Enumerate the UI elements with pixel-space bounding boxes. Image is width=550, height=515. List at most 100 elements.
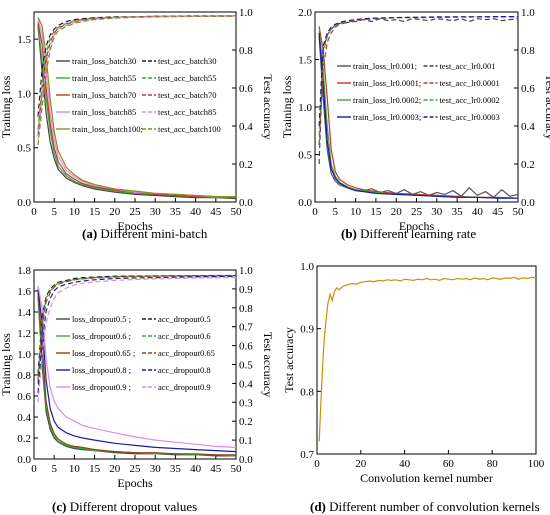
caption-letter: (b): [341, 226, 357, 241]
legend-entry: test_acc_lr0.0003: [440, 112, 500, 122]
x-tick-label: 20: [355, 458, 367, 470]
plot-frame: [316, 265, 537, 455]
y-tick-label: 0.8: [300, 386, 314, 398]
series-line-loss-dropout0-5: [37, 296, 236, 457]
y-axis-label: Training loss: [0, 333, 13, 396]
x-tick-label: 35: [170, 463, 182, 475]
series-line-train-loss-lr0-0001: [318, 26, 519, 199]
x-axis-label: Epochs: [117, 219, 153, 233]
y-tick-label: 1.0: [17, 88, 31, 100]
legend-entry: loss_dropout0.5 ;: [72, 314, 131, 324]
caption-text: Different dropout values: [69, 499, 198, 514]
x-tick-label: 0: [312, 206, 318, 218]
y-tick-label: 0.4: [17, 412, 31, 424]
legend-entry: loss_dropout0.65 ;: [72, 348, 135, 358]
legend-entry: acc_dropout0.9: [158, 382, 211, 392]
y2-tick-label: 0.1: [239, 435, 253, 447]
legend-entry: train_loss_batch100;: [72, 124, 143, 134]
series-line-train-loss-batch70: [37, 21, 237, 199]
y2-tick-label: 1.0: [239, 7, 253, 19]
series-line-train-loss-lr0-0003: [318, 32, 518, 199]
x-tick-label: 20: [391, 206, 403, 218]
y-tick-label: 0.2: [17, 433, 31, 445]
legend-entry: train_loss_lr0.001;: [353, 61, 417, 71]
series-line-series-0: [318, 276, 537, 442]
y2-tick-label: 0.8: [239, 45, 253, 57]
y2-tick-label: 0.2: [239, 159, 253, 171]
x-tick-label: 50: [513, 206, 525, 218]
x-tick-label: 10: [69, 463, 81, 475]
caption-letter: (d): [310, 499, 326, 514]
y2-tick-label: 0.9: [239, 284, 253, 296]
series-line-acc-dropout0-8: [37, 275, 237, 393]
y2-tick-label: 0.0: [239, 197, 253, 209]
y-tick-label: 0.6: [17, 391, 31, 403]
caption-text: Different number of convolution kernels: [329, 499, 540, 514]
series-line-acc-dropout0-65: [37, 275, 237, 384]
x-tick-label: 45: [210, 463, 222, 475]
x-tick-label: 40: [190, 206, 202, 218]
y2-tick-label: 0.2: [239, 416, 253, 428]
legend-entry: acc_dropout0.65: [158, 348, 215, 358]
y2-tick-label: 0.2: [521, 159, 535, 171]
x-tick-label: 45: [492, 206, 504, 218]
series-line-acc-dropout0-9: [37, 277, 237, 403]
x-tick-label: 5: [51, 206, 57, 218]
x-tick-label: 0: [314, 458, 320, 470]
legend-entry: acc_dropout0.6: [158, 331, 211, 341]
x-tick-label: 35: [170, 206, 182, 218]
legend-entry: test_acc_lr0.001: [440, 61, 496, 71]
legend-entry: train_loss_lr0.0003;: [353, 112, 421, 122]
chart-panel-c: 0 5 10 15 20 25 30 35 40 45 500.00.20.40.60.81.01.…: [0, 265, 275, 490]
y2-tick-label: 0.4: [521, 121, 535, 133]
y-tick-label: 1.4: [17, 307, 31, 319]
x-tick-label: 20: [109, 206, 121, 218]
legend-entry: test_acc_batch100: [158, 124, 221, 134]
x-tick-label: 60: [443, 458, 455, 470]
x-tick-label: 25: [411, 206, 423, 218]
y2-axis-label: Test accuracy: [261, 74, 275, 139]
series-line-loss-dropout0-65: [37, 290, 236, 456]
x-tick-label: 0: [31, 206, 37, 218]
legend-entry: acc_dropout0.5: [158, 314, 211, 324]
y2-tick-label: 1.0: [521, 7, 535, 19]
y-tick-label: 1.2: [17, 328, 31, 340]
x-tick-label: 25: [130, 463, 142, 475]
y-axis-label: Test accuracy: [282, 327, 296, 392]
legend-entry: test_acc_lr0.0002: [440, 95, 500, 105]
x-tick-label: 30: [150, 206, 162, 218]
y-tick-label: 1.6: [17, 286, 31, 298]
series-line-loss-dropout0-9: [37, 285, 237, 448]
caption-letter: (a): [82, 226, 98, 241]
y2-tick-label: 0.6: [239, 341, 253, 353]
legend-entry: train_loss_batch85: [72, 107, 136, 117]
y-tick-label: 1.0: [17, 349, 31, 361]
caption-d: (d) Different number of convolution kern…: [310, 499, 540, 515]
x-tick-label: 0: [31, 463, 37, 475]
legend-entry: train_loss_batch70: [72, 90, 136, 100]
y2-tick-label: 0.6: [521, 83, 535, 95]
y2-tick-label: 0.4: [239, 121, 253, 133]
y-tick-label: 0.7: [300, 449, 314, 461]
y-axis-label: Training loss: [0, 75, 13, 138]
chart-panel-b: 0 5 10 15 20 25 30 35 40 45 500.00.51.01.52.00.00.…: [280, 7, 550, 233]
y2-axis-label: Test accuracy: [261, 332, 275, 397]
x-tick-label: 40: [399, 458, 411, 470]
legend-entry: train_loss_batch30: [72, 56, 136, 66]
chart-panel-a: 0 5 10 15 20 25 30 35 40 45 500.00.51.01.50.00.20.…: [0, 7, 275, 233]
y2-tick-label: 0.8: [239, 303, 253, 315]
y2-axis-label: Test accuracy: [543, 74, 550, 139]
series-line-train-loss-lr0-001: [318, 35, 519, 199]
x-tick-label: 5: [51, 463, 57, 475]
caption-b: (b) Different learning rate: [341, 226, 476, 242]
y-tick-label: 1.5: [298, 55, 312, 67]
x-tick-label: 10: [69, 206, 81, 218]
legend-entry: train_loss_lr0.0001;: [353, 78, 421, 88]
y2-tick-label: 0.8: [521, 45, 535, 57]
caption-c: (c) Different dropout values: [52, 499, 197, 515]
x-tick-label: 30: [431, 206, 443, 218]
x-tick-label: 5: [333, 206, 339, 218]
y2-tick-label: 0.0: [239, 454, 253, 466]
y-tick-label: 0.9: [300, 324, 314, 336]
y2-tick-label: 1.0: [239, 265, 253, 277]
